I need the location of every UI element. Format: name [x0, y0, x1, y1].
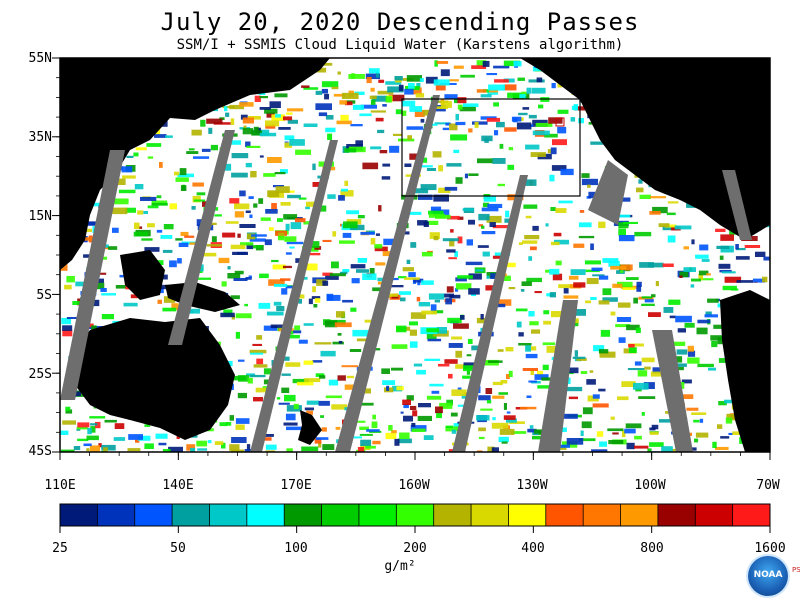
swath-gap-6 — [538, 300, 578, 452]
swath-gap-8 — [652, 330, 693, 452]
colorbar-units: g/m² — [384, 559, 416, 574]
colorbar-label-50: 50 — [170, 541, 186, 556]
swath-gaps — [60, 95, 752, 452]
swath-gap-3 — [250, 140, 338, 452]
axis-ticks — [52, 57, 771, 460]
colorbar-segment-5 — [209, 504, 248, 526]
noaa-logo-text: NOAA — [753, 570, 783, 580]
swath-gap-2 — [168, 130, 235, 345]
lat-label-5s: 5S — [36, 288, 52, 303]
lon-label-110e: 110E — [44, 478, 76, 493]
colorbar-segment-9 — [358, 504, 397, 526]
swath-gap-9 — [722, 170, 752, 240]
colorbar-segment-16 — [620, 504, 659, 526]
lat-label-15n: 15N — [28, 209, 52, 224]
swath-gap-5 — [452, 175, 528, 452]
lat-label-35n: 35N — [28, 130, 52, 145]
lat-label-55n: 55N — [28, 51, 52, 66]
noaa-logo: NOAA — [748, 556, 788, 596]
borneo-landmass — [120, 250, 165, 300]
colorbar-segment-7 — [284, 504, 323, 526]
map-area — [60, 58, 770, 452]
lon-label-140e: 140E — [162, 478, 194, 493]
marker-box — [555, 117, 565, 127]
map-subtitle: SSM/I + SSMIS Cloud Liquid Water (Karste… — [176, 37, 624, 53]
swath-gap-7 — [588, 160, 628, 225]
colorbar-segment-17 — [657, 504, 696, 526]
swath-gap-1 — [60, 150, 125, 400]
colorbar-segment-18 — [695, 504, 734, 526]
colorbar-segment-8 — [321, 504, 360, 526]
asia-landmass — [60, 58, 330, 270]
map-title: July 20, 2020 Descending Passes — [160, 8, 640, 36]
colorbar — [59, 503, 771, 533]
colorbar-segment-13 — [508, 504, 547, 526]
lon-label-130w: 130W — [516, 478, 548, 493]
lat-label-25s: 25S — [28, 367, 52, 382]
colorbar-segment-10 — [396, 504, 435, 526]
north-america-landmass — [520, 58, 770, 240]
colorbar-label-800: 800 — [640, 541, 664, 556]
south-america-landmass — [720, 290, 770, 452]
japan-landmass — [172, 75, 205, 118]
colorbar-label-25: 25 — [52, 541, 68, 556]
lon-label-160w: 160W — [398, 478, 430, 493]
region-box — [401, 98, 581, 197]
colorbar-segment-19 — [732, 504, 771, 526]
land-masses — [60, 58, 770, 452]
colorbar-segment-15 — [583, 504, 622, 526]
new-zealand-landmass — [298, 410, 322, 445]
colorbar-label-1600: 1600 — [754, 541, 786, 556]
colorbar-segment-3 — [134, 504, 173, 526]
colorbar-segment-4 — [172, 504, 210, 526]
swath-gap-4 — [335, 95, 440, 452]
colorbar-label-200: 200 — [403, 541, 427, 556]
colorbar-segment-2 — [97, 504, 136, 526]
colorbar-segment-12 — [471, 504, 509, 526]
psl-logo-text: PSL — [792, 566, 800, 574]
lon-label-170e: 170E — [280, 478, 312, 493]
australia-landmass — [70, 318, 235, 440]
lon-label-100w: 100W — [634, 478, 666, 493]
lat-label-45s: 45S — [28, 444, 52, 459]
colorbar-segment-14 — [545, 504, 584, 526]
colorbar-segment-1 — [60, 504, 98, 526]
colorbar-label-100: 100 — [284, 541, 308, 556]
colorbar-segment-11 — [433, 504, 472, 526]
colorbar-label-400: 400 — [521, 541, 545, 556]
lon-label-70w: 70W — [756, 478, 780, 493]
colorbar-segment-6 — [246, 504, 285, 526]
